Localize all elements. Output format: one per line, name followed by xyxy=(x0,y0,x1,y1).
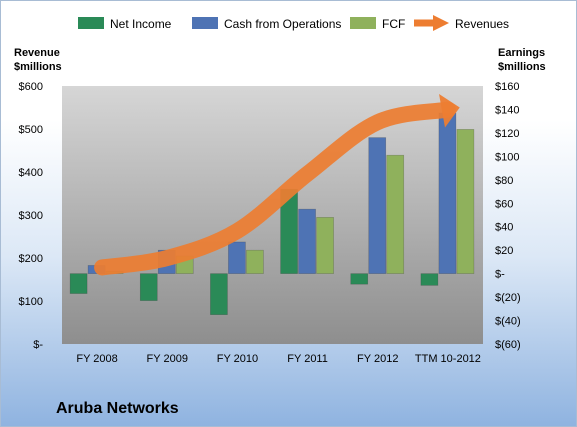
legend-swatch-revenues-arrow xyxy=(414,15,449,31)
revenue-line-layer xyxy=(94,93,460,276)
right-axis-ticks: $(60) $(40) $(20) $- $20 $40 $60 $80 $100 $120 $14… xyxy=(495,81,521,351)
bar-fcf-fy-2011 xyxy=(316,217,334,274)
right-tick-label: $100 xyxy=(495,151,519,163)
bar-fcf-ttm-10-2012 xyxy=(456,129,475,274)
bar-net-income-ttm-10-2012 xyxy=(420,273,439,286)
left-tick-label: $200 xyxy=(19,253,43,265)
right-tick-label: $20 xyxy=(495,245,513,257)
bar-net-income-fy-2010 xyxy=(210,273,228,315)
legend-label-cash-from-operations: Cash from Operations xyxy=(224,17,341,31)
category-label-fy-2012: FY 2012 xyxy=(357,353,398,365)
legend-label-net-income: Net Income xyxy=(110,17,172,31)
left-tick-label: $100 xyxy=(19,296,43,308)
right-tick-label: $(40) xyxy=(495,316,521,328)
bar-fcf-fy-2010 xyxy=(246,249,264,274)
bar-cash-from-operations-fy-2010 xyxy=(228,241,246,274)
left-tick-label: $600 xyxy=(19,81,43,93)
bar-net-income-fy-2008 xyxy=(69,273,88,294)
left-axis-title-line-1: Revenue xyxy=(14,47,60,59)
revenues-point-ttm-10-2012 xyxy=(447,109,448,110)
revenues-point-fy-2009 xyxy=(167,258,168,259)
right-tick-label: $120 xyxy=(495,128,519,140)
right-tick-label: $(60) xyxy=(495,339,521,351)
right-tick-label: $140 xyxy=(495,104,519,116)
category-label-fy-2008: FY 2008 xyxy=(76,353,117,365)
left-axis-ticks: $- $100 $200 $300 $400 $500 $600 xyxy=(19,81,44,351)
right-tick-label: $80 xyxy=(495,175,513,187)
revenues-point-fy-2010 xyxy=(237,230,238,231)
bar-cash-from-operations-fy-2012 xyxy=(368,137,387,274)
left-tick-label: $300 xyxy=(19,210,43,222)
revenues-point-fy-2012 xyxy=(377,122,378,123)
category-label-ttm-10-2012: TTM 10-2012 xyxy=(415,353,481,365)
legend-swatch-net-income xyxy=(78,17,104,29)
left-tick-label: $- xyxy=(33,339,43,351)
right-tick-label: $160 xyxy=(495,81,519,93)
left-tick-label: $500 xyxy=(19,124,43,136)
category-label-fy-2011: FY 2011 xyxy=(287,353,328,365)
category-label-fy-2009: FY 2009 xyxy=(147,353,188,365)
right-tick-label: $40 xyxy=(495,222,513,234)
revenues-line xyxy=(94,101,456,276)
chart-title: Aruba Networks xyxy=(56,400,179,417)
bar-net-income-fy-2012 xyxy=(350,273,369,285)
legend-swatch-cash-from-operations xyxy=(192,17,218,29)
legend-swatch-fcf xyxy=(350,17,376,29)
right-tick-label: $(20) xyxy=(495,292,521,304)
right-tick-label: $- xyxy=(495,269,505,281)
legend-label-fcf: FCF xyxy=(382,17,405,31)
legend-label-revenues: Revenues xyxy=(455,17,509,31)
bar-net-income-fy-2009 xyxy=(139,273,158,301)
right-tick-label: $60 xyxy=(495,198,513,210)
revenues-point-fy-2011 xyxy=(307,173,308,174)
right-axis-title-line-2: $millions xyxy=(498,61,546,73)
revenues-arrowhead xyxy=(439,93,460,128)
left-axis-title-line-2: $millions xyxy=(14,61,62,73)
right-axis-title-line-1: Earnings xyxy=(498,47,545,59)
bar-cash-from-operations-ttm-10-2012 xyxy=(438,112,457,274)
category-labels: FY 2008 FY 2009 FY 2010 FY 2011 FY 2012 TTM 1… xyxy=(76,353,481,365)
plot-area xyxy=(62,86,483,344)
legend: Net Income Cash from Operations FCF Reve… xyxy=(78,15,509,31)
bar-fcf-fy-2012 xyxy=(386,154,405,274)
category-label-fy-2010: FY 2010 xyxy=(217,353,258,365)
revenues-point-fy-2008 xyxy=(102,267,103,268)
bar-cash-from-operations-fy-2011 xyxy=(298,208,316,274)
left-tick-label: $400 xyxy=(19,167,43,179)
